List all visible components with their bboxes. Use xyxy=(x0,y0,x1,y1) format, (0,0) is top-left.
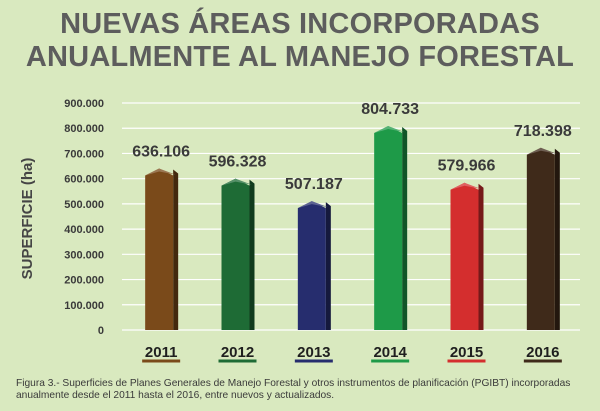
x-tick-label: 2011 xyxy=(145,344,178,361)
x-tick-label: 2016 xyxy=(526,344,559,361)
y-tick-label: 800.000 xyxy=(64,123,104,135)
figure-caption: Figura 3.- Superficies de Planes General… xyxy=(16,378,571,401)
bar-top xyxy=(145,168,176,176)
x-tick-label: 2015 xyxy=(450,344,483,361)
x-tick-label: 2012 xyxy=(221,344,254,361)
y-tick-label: 0 xyxy=(98,325,104,337)
bar xyxy=(526,147,555,330)
data-label: 507.187 xyxy=(285,176,343,193)
y-axis-title: SUPERFICIE (ha) xyxy=(19,158,36,280)
chart-title-line-2: ANUALMENTE AL MANEJO FORESTAL xyxy=(25,41,575,73)
y-tick-label: 700.000 xyxy=(64,148,104,160)
x-tick-label: 2013 xyxy=(297,344,330,361)
bar-side xyxy=(478,183,484,330)
bar xyxy=(374,126,403,330)
data-label: 579.966 xyxy=(438,158,496,175)
y-tick-label: 900.000 xyxy=(64,98,104,110)
bar-side xyxy=(325,202,331,330)
bar-top xyxy=(526,147,557,155)
bar-top xyxy=(374,126,405,134)
data-label: 718.398 xyxy=(514,123,572,140)
y-tick-label: 600.000 xyxy=(64,174,104,186)
y-tick-label: 300.000 xyxy=(64,249,104,261)
bar-top xyxy=(450,182,481,190)
bar-side xyxy=(173,169,179,330)
bar xyxy=(221,178,250,330)
data-label: 804.733 xyxy=(361,101,419,118)
bar xyxy=(145,168,174,330)
bar xyxy=(450,182,479,330)
bar-side xyxy=(554,148,560,330)
y-tick-label: 500.000 xyxy=(64,199,104,211)
chart-title: NUEVAS ÁREAS INCORPORADAS ANUALMENTE AL … xyxy=(0,8,600,74)
data-label: 596.328 xyxy=(209,154,267,171)
bar-top xyxy=(221,178,252,186)
bar-side xyxy=(249,179,255,330)
y-tick-label: 200.000 xyxy=(64,275,104,287)
bar-side xyxy=(402,127,408,330)
bar-top xyxy=(297,201,328,209)
y-tick-label: 100.000 xyxy=(64,300,104,312)
x-tick-label: 2014 xyxy=(373,344,407,361)
bar xyxy=(297,201,326,330)
data-label: 636.106 xyxy=(132,144,190,161)
y-tick-label: 400.000 xyxy=(64,224,104,236)
chart-title-line-1: NUEVAS ÁREAS INCORPORADAS xyxy=(60,8,540,40)
